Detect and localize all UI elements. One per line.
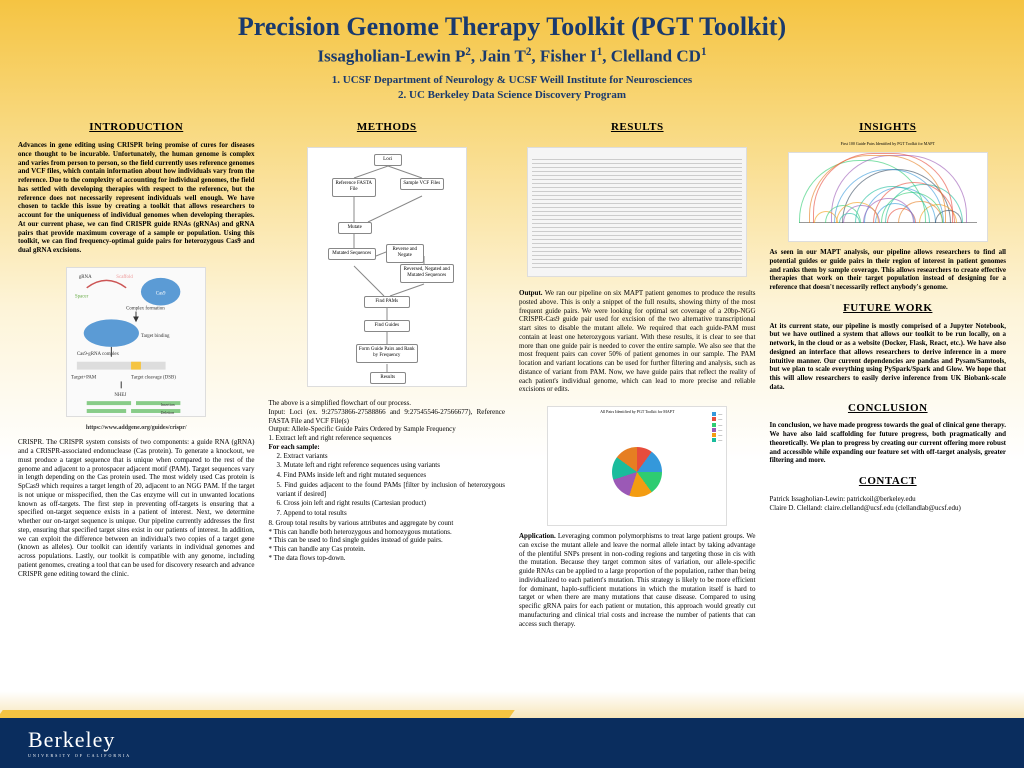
step-6: 6. Cross join left and right results (Ca… <box>277 499 506 508</box>
step-3: 3. Mutate left and right reference seque… <box>277 461 506 470</box>
arc-diagram <box>788 152 988 242</box>
intro-para-2: CRISPR. The CRISPR system consists of tw… <box>18 438 255 578</box>
arc-title: First 100 Guide Pairs Identified by PGT … <box>770 141 1007 146</box>
intro-para-1: Advances in gene editing using CRISPR br… <box>18 141 255 255</box>
svg-text:NHEJ: NHEJ <box>115 393 127 398</box>
berkeley-logo: Berkeley UNIVERSITY OF CALIFORNIA <box>28 727 131 758</box>
col-results: RESULTS Output. We ran our pipeline on s… <box>519 117 756 689</box>
step-4: 4. Find PAMs inside left and right mutat… <box>277 471 506 480</box>
heading-contact: CONTACT <box>770 475 1007 489</box>
svg-text:Target cleavage (DSB): Target cleavage (DSB) <box>131 375 176 380</box>
heading-introduction: INTRODUCTION <box>18 121 255 135</box>
step-2: 2. Extract variants <box>277 452 506 461</box>
output-para: Output. We ran our pipeline on six MAPT … <box>519 289 756 394</box>
methods-input: Input: Loci (ex. 9:27573866-27588866 and… <box>269 408 506 426</box>
heading-future: FUTURE WORK <box>770 302 1007 316</box>
crispr-caption: https://www.addgene.org/guides/crispr/ <box>18 425 255 433</box>
insights-para: As seen in our MAPT analysis, our pipeli… <box>770 248 1007 292</box>
poster-title: Precision Genome Therapy Toolkit (PGT To… <box>20 12 1004 42</box>
conclusion-para: In conclusion, we have made progress tow… <box>770 421 1007 465</box>
methods-intro: The above is a simplified flowchart of o… <box>269 399 506 408</box>
svg-text:gRNA: gRNA <box>79 275 92 280</box>
bullet-4: * The data flows top-down. <box>269 554 506 563</box>
contact-1: Patrick Issagholian-Lewin: patrickoil@be… <box>770 495 1007 504</box>
bullet-3: * This can handle any Cas protein. <box>269 545 506 554</box>
col-methods: METHODS Loci Reference FASTA File Sample… <box>269 117 506 689</box>
svg-text:Target+PAM: Target+PAM <box>71 375 97 380</box>
svg-text:Spacer: Spacer <box>75 295 89 300</box>
svg-text:Cas9-gRNA complex: Cas9-gRNA complex <box>77 352 120 357</box>
svg-text:Cas9: Cas9 <box>156 292 166 297</box>
heading-conclusion: CONCLUSION <box>770 402 1007 416</box>
future-para: At its current state, our pipeline is mo… <box>770 322 1007 392</box>
affiliations: 1. UCSF Department of Neurology & UCSF W… <box>20 73 1004 104</box>
crispr-diagram: gRNA Scaffold Cas9 Spacer Complex format… <box>66 267 206 417</box>
col-insights: INSIGHTS First 100 Guide Pairs Identifie… <box>770 117 1007 689</box>
sunburst-chart: All Pairs Identified by PGT Toolkit for … <box>547 406 727 526</box>
bullet-1: * This can handle both heterozygous and … <box>269 528 506 537</box>
methods-output: Output: Allele-Specific Guide Pairs Orde… <box>269 425 506 434</box>
svg-text:Deletion: Deletion <box>161 410 175 415</box>
heading-results: RESULTS <box>519 121 756 135</box>
footer: Berkeley UNIVERSITY OF CALIFORNIA <box>0 718 1024 768</box>
svg-text:Target binding: Target binding <box>141 334 170 339</box>
step-7: 7. Append to total results <box>277 509 506 518</box>
col-introduction: INTRODUCTION Advances in gene editing us… <box>18 117 255 689</box>
results-table <box>527 147 747 277</box>
flowchart: Loci Reference FASTA File Sample VCF Fil… <box>307 147 467 387</box>
svg-text:Scaffold: Scaffold <box>117 275 134 280</box>
step-5: 5. Find guides adjacent to the found PAM… <box>277 481 506 499</box>
heading-insights: INSIGHTS <box>770 121 1007 135</box>
heading-methods: METHODS <box>269 121 506 135</box>
columns: INTRODUCTION Advances in gene editing us… <box>0 109 1024 689</box>
poster-header: Precision Genome Therapy Toolkit (PGT To… <box>0 0 1024 109</box>
svg-text:Complex formation: Complex formation <box>126 306 165 311</box>
authors: Issagholian-Lewin P2, Jain T2, Fisher I1… <box>20 46 1004 67</box>
each-sample: For each sample: <box>269 443 506 452</box>
application-para: Application. Leveraging common polymorph… <box>519 532 756 628</box>
step-1: 1. Extract left and right reference sequ… <box>269 434 506 443</box>
step-8: 8. Group total results by various attrib… <box>269 519 506 528</box>
svg-text:Insertion: Insertion <box>161 402 175 407</box>
bullet-2: * This can be used to find single guides… <box>269 536 506 545</box>
contact-2: Claire D. Clelland: claire.clelland@ucsf… <box>770 504 1007 513</box>
